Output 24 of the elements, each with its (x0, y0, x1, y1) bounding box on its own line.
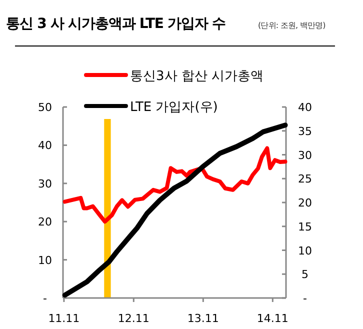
y2-tick-label: 15 (298, 220, 312, 234)
x-tick-label: 13.11 (187, 312, 219, 325)
y-tick-label: 40 (38, 139, 52, 152)
y2-tick-label: 35 (298, 124, 312, 138)
y-tick-label: 10 (38, 254, 52, 267)
legend-label: LTE 가입자(우) (130, 100, 218, 115)
y2-tick-label: 10 (298, 244, 312, 258)
chart-title: 통신 3 사 시가총액과 LTE 가입자 수 (6, 16, 226, 32)
y2-tick-label: 5 (302, 268, 308, 282)
x-tick-label: 11.11 (48, 312, 80, 325)
y2-tick-label: 20 (298, 196, 312, 210)
chart-subtitle: (단위: 조원, 백만명) (258, 21, 326, 30)
x-tick-label: 14.11 (256, 312, 288, 325)
y-tick-label: 20 (38, 216, 52, 229)
y-tick-label: - (43, 292, 48, 305)
y2-tick-label: 25 (298, 172, 312, 186)
y2-tick-label: 30 (298, 148, 312, 162)
y-tick-label: 30 (38, 177, 52, 190)
y-tick-label: 50 (38, 101, 52, 114)
y2-tick-label: - (303, 292, 308, 305)
y2-tick-label: 40 (298, 101, 312, 114)
line-series (62, 146, 288, 224)
x-tick-label: 12.11 (118, 312, 150, 325)
legend-label: 통신3사 합산 시가총액 (130, 69, 264, 84)
